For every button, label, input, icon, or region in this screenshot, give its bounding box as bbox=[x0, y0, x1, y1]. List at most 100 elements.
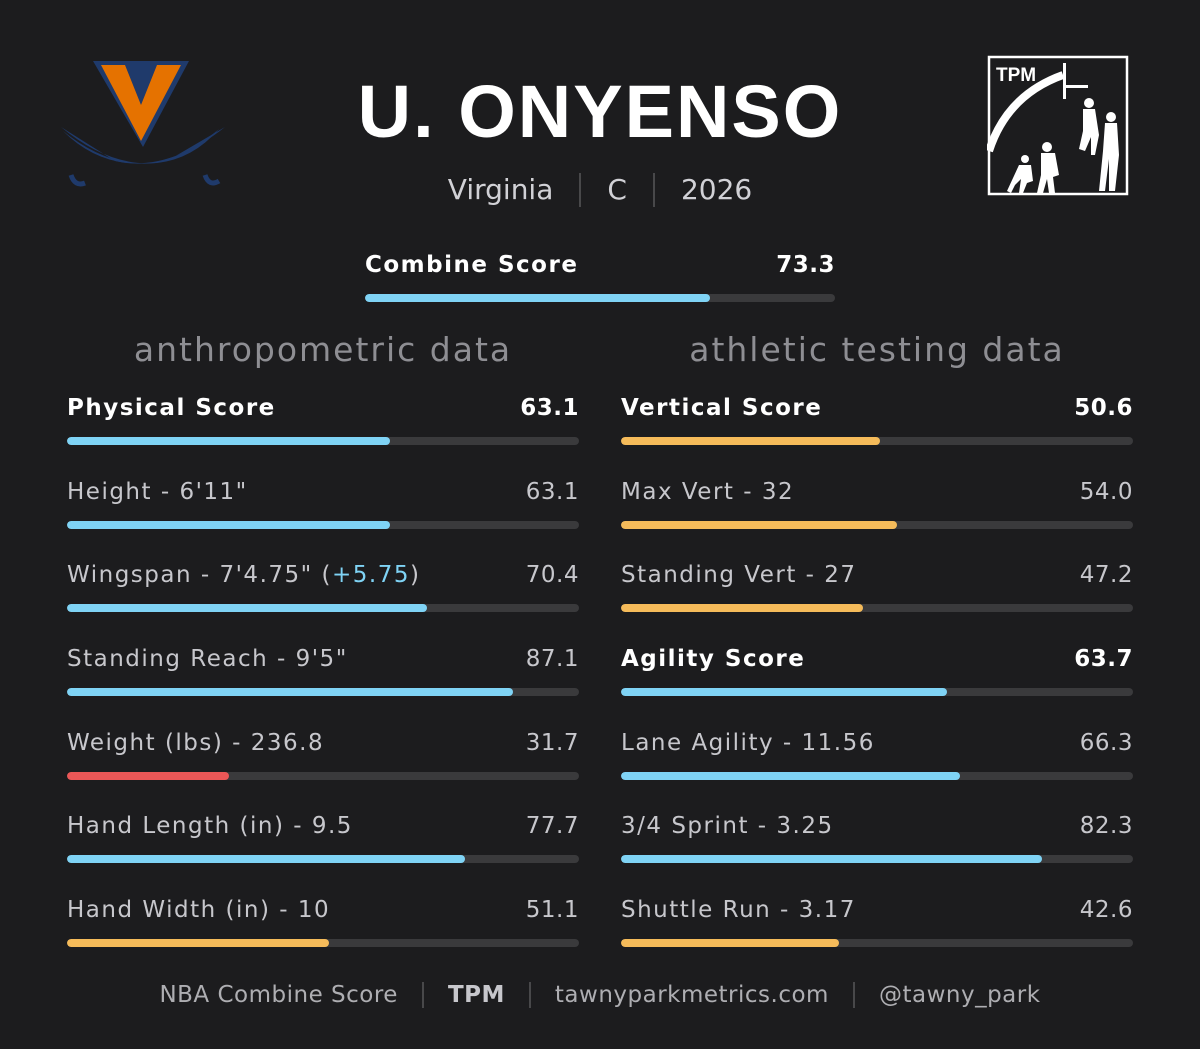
metric-bar bbox=[67, 939, 579, 948]
metric-label-text: Standing Vert - 27 bbox=[621, 562, 857, 589]
metric-bar-fill bbox=[621, 939, 840, 948]
metric-row: Physical Score 63.1 bbox=[67, 395, 579, 479]
metric-row: Hand Length (in) - 9.5 77.7 bbox=[67, 813, 579, 897]
combine-score-bar bbox=[365, 294, 835, 302]
player-meta: Virginia C 2026 bbox=[0, 170, 1200, 210]
metric-label-text: Height - 6'11" bbox=[67, 478, 248, 505]
metric-label: Shuttle Run - 3.17 bbox=[621, 897, 856, 923]
metric-value: 31.7 bbox=[525, 729, 579, 756]
footer: NBA Combine Score TPM tawnyparkmetrics.c… bbox=[0, 982, 1200, 1008]
metric-label: Standing Vert - 27 bbox=[621, 562, 857, 588]
metric-value: 66.3 bbox=[1079, 729, 1133, 756]
divider bbox=[852, 982, 855, 1008]
metric-value: 54.0 bbox=[1079, 478, 1133, 505]
metric-bar bbox=[67, 437, 579, 445]
metric-label: Wingspan - 7'4.75" (+5.75) bbox=[67, 562, 420, 588]
metric-label: Hand Length (in) - 9.5 bbox=[67, 813, 353, 839]
team-name: Virginia bbox=[447, 173, 554, 206]
metric-label: Weight (lbs) - 236.8 bbox=[67, 730, 324, 756]
metric-row: Weight (lbs) - 236.8 31.7 bbox=[67, 730, 579, 814]
metric-bar-fill bbox=[67, 855, 465, 864]
metric-label-text: Hand Width (in) - 10 bbox=[67, 897, 331, 924]
metric-label-text: Shuttle Run - 3.17 bbox=[621, 897, 856, 924]
metric-bar bbox=[67, 520, 579, 529]
anthropometric-section-title: anthropometric data bbox=[133, 330, 513, 369]
metric-label-text: Weight (lbs) - 236.8 bbox=[67, 729, 325, 756]
metric-value: 51.1 bbox=[525, 897, 579, 924]
divider bbox=[652, 173, 655, 207]
metric-row: Wingspan - 7'4.75" (+5.75) 70.4 bbox=[67, 562, 579, 646]
metric-value: 63.7 bbox=[1074, 646, 1133, 673]
metric-bar bbox=[621, 604, 1133, 613]
virginia-logo-icon bbox=[55, 55, 230, 195]
metric-label: Hand Width (in) - 10 bbox=[67, 897, 330, 923]
metric-label-text: 3/4 Sprint - 3.25 bbox=[621, 813, 834, 840]
combine-score-bar-fill bbox=[365, 294, 710, 302]
metric-label: Height - 6'11" bbox=[67, 479, 248, 505]
metric-value: 82.3 bbox=[1079, 813, 1133, 840]
metric-bar bbox=[621, 939, 1133, 948]
metric-label-text: Max Vert - 32 bbox=[621, 478, 795, 505]
metric-bar bbox=[67, 855, 579, 864]
metric-value: 70.4 bbox=[525, 562, 579, 589]
divider bbox=[579, 173, 582, 207]
footer-handle: @tawny_park bbox=[878, 982, 1041, 1008]
metric-label-text: Hand Length (in) - 9.5 bbox=[67, 813, 353, 840]
metric-row: Lane Agility - 11.56 66.3 bbox=[621, 730, 1133, 814]
metric-bar-fill bbox=[621, 771, 961, 780]
metric-bar bbox=[67, 771, 579, 780]
metric-value: 87.1 bbox=[525, 646, 579, 673]
metric-bar bbox=[621, 771, 1133, 780]
metric-row: Standing Vert - 27 47.2 bbox=[621, 562, 1133, 646]
divider bbox=[421, 982, 424, 1008]
metric-bar-fill bbox=[67, 771, 230, 780]
footer-title: NBA Combine Score bbox=[159, 982, 398, 1008]
tpm-logo-icon: TPM bbox=[985, 55, 1129, 196]
metric-value: 77.7 bbox=[525, 813, 579, 840]
player-name: U. ONYENSO bbox=[357, 70, 843, 153]
metric-label-text: Wingspan - 7'4.75" ( bbox=[67, 562, 333, 589]
metric-bar bbox=[67, 604, 579, 613]
footer-brand: TPM bbox=[447, 982, 505, 1008]
wingspan-differential: +5.75 bbox=[332, 562, 410, 589]
metric-bar-fill bbox=[67, 437, 391, 445]
metric-row: Max Vert - 32 54.0 bbox=[621, 479, 1133, 563]
metric-bar-fill bbox=[621, 688, 948, 697]
metric-label-text: Lane Agility - 11.56 bbox=[621, 729, 875, 756]
metric-value: 50.6 bbox=[1074, 395, 1133, 421]
metric-row: Agility Score 63.7 bbox=[621, 646, 1133, 730]
metric-bar bbox=[621, 688, 1133, 697]
metric-bar-fill bbox=[621, 855, 1043, 864]
divider bbox=[528, 982, 531, 1008]
position: C bbox=[607, 173, 627, 206]
athletic-section-title: athletic testing data bbox=[689, 330, 1065, 369]
metric-row: Hand Width (in) - 10 51.1 bbox=[67, 897, 579, 981]
metric-bar-fill bbox=[67, 604, 428, 613]
metric-label: Physical Score bbox=[67, 395, 276, 421]
metric-row: Height - 6'11" 63.1 bbox=[67, 479, 579, 563]
metric-label: 3/4 Sprint - 3.25 bbox=[621, 813, 834, 839]
combine-score-value: 73.3 bbox=[776, 252, 835, 278]
metric-value: 42.6 bbox=[1079, 897, 1133, 924]
metric-label: Lane Agility - 11.56 bbox=[621, 730, 875, 756]
metric-label: Standing Reach - 9'5" bbox=[67, 646, 348, 672]
metric-label: Vertical Score bbox=[621, 395, 822, 421]
metric-label-text: Vertical Score bbox=[621, 395, 823, 421]
footer-website: tawnyparkmetrics.com bbox=[554, 982, 829, 1008]
metric-label-suffix: ) bbox=[410, 562, 421, 589]
metric-value: 47.2 bbox=[1079, 562, 1133, 589]
metric-label: Agility Score bbox=[621, 646, 805, 672]
metric-bar bbox=[621, 520, 1133, 529]
metric-value: 63.1 bbox=[525, 478, 579, 505]
metric-row: Standing Reach - 9'5" 87.1 bbox=[67, 646, 579, 730]
metric-bar bbox=[67, 688, 579, 697]
metric-row: Vertical Score 50.6 bbox=[621, 395, 1133, 479]
metric-row: 3/4 Sprint - 3.25 82.3 bbox=[621, 813, 1133, 897]
tpm-logo-text: TPM bbox=[996, 65, 1036, 86]
metric-bar-fill bbox=[67, 688, 513, 697]
metric-label: Max Vert - 32 bbox=[621, 479, 794, 505]
metric-bar bbox=[621, 437, 1133, 445]
metric-bar-fill bbox=[621, 604, 863, 613]
metric-label-text: Agility Score bbox=[621, 646, 806, 673]
metric-bar-fill bbox=[621, 437, 881, 445]
